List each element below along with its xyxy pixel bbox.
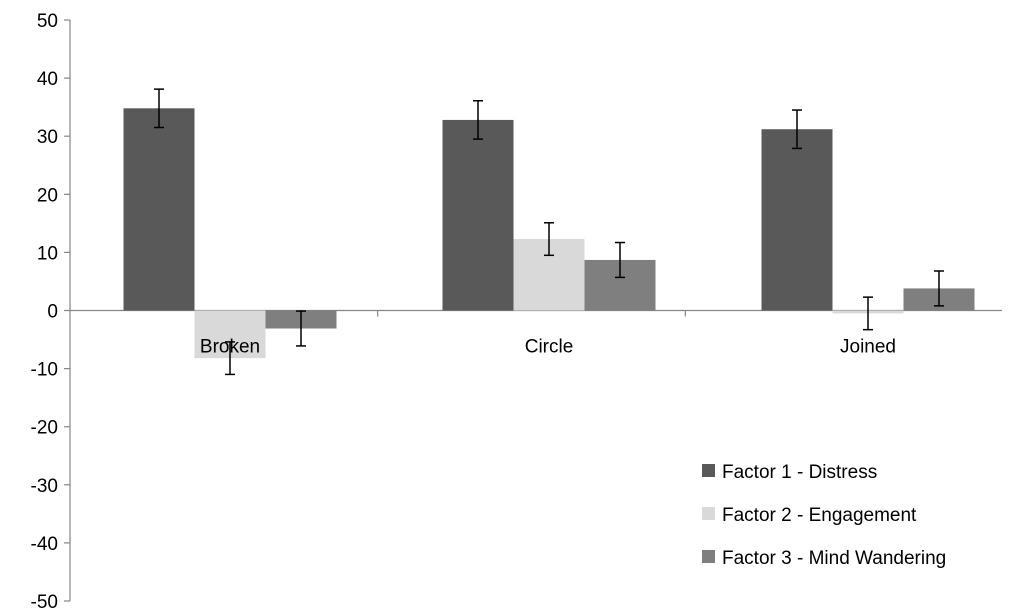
legend-label-3: Factor 3 - Mind Wandering [722,548,946,569]
y-tick-label: 50 [37,11,58,32]
bar-circle-series-1 [443,120,514,311]
category-label-circle: Circle [525,337,574,358]
y-tick-label: -30 [31,476,58,497]
legend-label-1: Factor 1 - Distress [722,462,877,483]
legend-swatch-2 [702,507,715,520]
y-tick-label: -20 [31,418,58,439]
category-labels: Broken Circle Joined [200,337,896,358]
bar-joined-series-1 [762,129,833,310]
y-tick-label: 20 [37,185,58,206]
y-tick-label: 0 [47,302,58,323]
y-tick-label: 40 [37,69,58,90]
category-label-joined: Joined [840,337,896,358]
legend-label-2: Factor 2 - Engagement [722,505,917,526]
legend-swatch-1 [702,464,715,477]
y-tick-label: -10 [31,360,58,381]
legend: Factor 1 - Distress Factor 2 - Engagement… [702,462,946,569]
legend-swatch-3 [702,550,715,563]
bar-broken-series-1 [124,108,195,310]
y-tick-label: 10 [37,243,58,264]
y-tick-label: -50 [31,592,58,609]
y-tick-label: 30 [37,127,58,148]
y-tick-label: -40 [31,534,58,555]
category-label-broken: Broken [200,337,260,358]
